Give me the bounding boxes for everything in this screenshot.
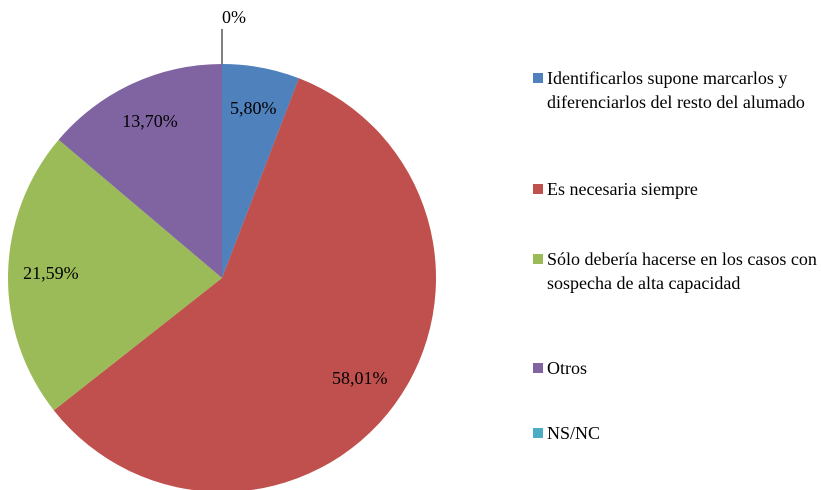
legend-swatch [533,254,543,264]
legend-item: Otros [533,356,818,380]
legend-item: NS/NC [533,421,818,445]
legend-label: Es necesaria siempre [547,179,698,199]
legend-swatch [533,73,543,83]
data-label: 21,59% [23,263,79,283]
legend-label: Otros [547,358,587,378]
pie-slice [58,64,223,278]
data-label: 5,80% [230,98,277,118]
legend-swatch [533,428,543,438]
legend-label: Identificarlos supone marcarlos y difere… [547,68,805,112]
legend-item: Sólo debería hacerse en los casos con so… [533,247,818,295]
pie-slice [53,78,436,490]
legend-label: Sólo debería hacerse en los casos con so… [547,249,817,293]
legend-item: Identificarlos supone marcarlos y difere… [533,66,818,114]
data-label: 13,70% [122,111,178,131]
pie-slice [7,139,223,411]
data-label: 0% [222,7,246,27]
legend-label: NS/NC [547,423,601,443]
legend-swatch [533,184,543,194]
data-label: 58,01% [332,368,388,388]
pie-slice [222,64,299,278]
legend-swatch [533,363,543,373]
legend-item: Es necesaria siempre [533,177,818,201]
